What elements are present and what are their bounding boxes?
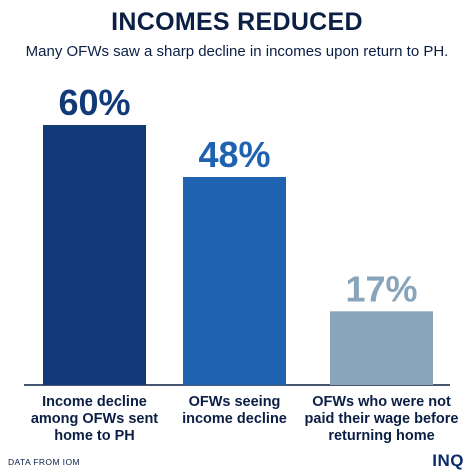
bar-1 bbox=[43, 125, 146, 385]
bar-3 bbox=[330, 311, 433, 385]
category-label-1: Income decline among OFWs sent home to PH bbox=[31, 394, 158, 444]
bar-value-label-1: 60% bbox=[58, 82, 130, 123]
category-label-line: home to PH bbox=[54, 428, 135, 444]
category-label-line: among OFWs sent bbox=[31, 411, 158, 427]
chart-title: INCOMES REDUCED bbox=[111, 8, 363, 36]
category-label-line: returning home bbox=[328, 428, 434, 444]
bar-value-label-3: 17% bbox=[345, 268, 417, 309]
chart-subtitle: Many OFWs saw a sharp decline in incomes… bbox=[25, 43, 449, 60]
category-label-line: OFWs seeing bbox=[189, 394, 281, 410]
bar-value-label-2: 48% bbox=[198, 134, 270, 175]
category-label-3: OFWs who were not paid their wage before r… bbox=[305, 394, 459, 444]
category-label-2: OFWs seeing income decline bbox=[182, 394, 287, 427]
category-label-line: paid their wage before bbox=[305, 411, 459, 427]
source-note: DATA FROM IOM bbox=[8, 457, 80, 467]
brand-logo: INQ bbox=[432, 451, 464, 470]
category-label-line: income decline bbox=[182, 411, 287, 427]
category-label-line: OFWs who were not bbox=[312, 394, 451, 410]
bar-2 bbox=[183, 177, 286, 385]
category-label-line: Income decline bbox=[42, 394, 147, 410]
